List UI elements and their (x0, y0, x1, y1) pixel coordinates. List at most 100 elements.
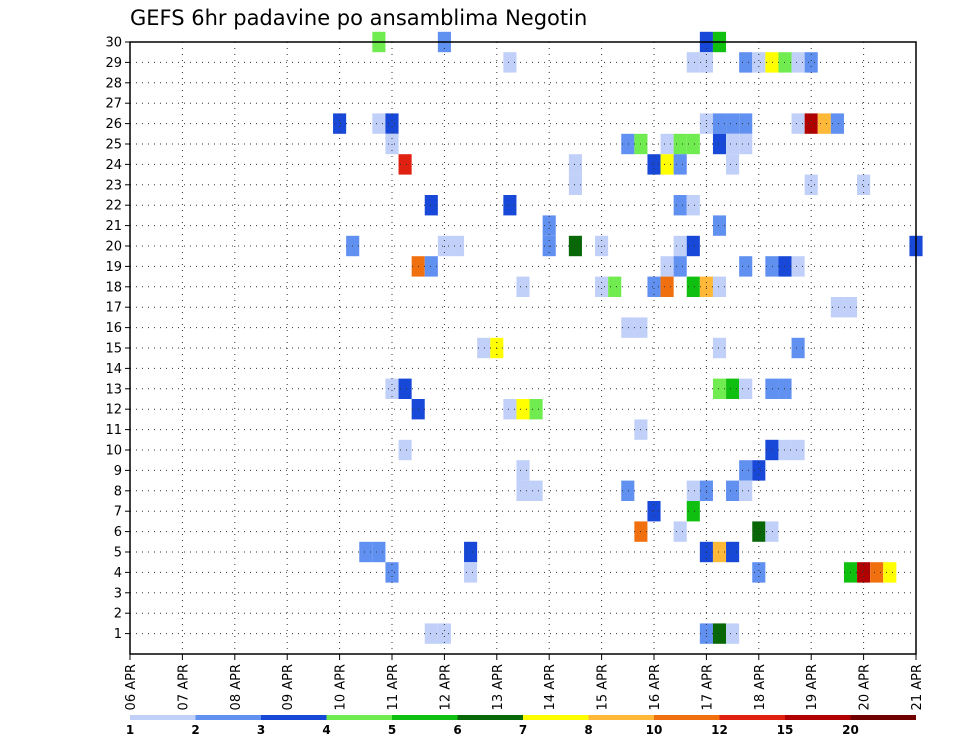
y-tick-label: 12 (105, 403, 122, 418)
cell (647, 154, 661, 175)
x-tick-label: 08 APR (229, 664, 244, 710)
x-tick-label: 12 APR (438, 664, 453, 710)
legend-swatch (326, 715, 392, 720)
cells-layer (333, 31, 923, 644)
legend-label: 5 (388, 723, 396, 737)
cell (830, 297, 844, 318)
cell (621, 317, 635, 338)
cell (477, 337, 491, 359)
legend-label: 2 (191, 723, 199, 737)
y-tick-label: 16 (105, 321, 122, 336)
x-tick-label: 07 APR (176, 664, 191, 710)
chart-title: GEFS 6hr padavine po ansamblima Negotin (130, 6, 587, 30)
legend-swatch (523, 715, 589, 720)
y-tick-label: 4 (114, 566, 122, 581)
legend-label: 7 (519, 723, 527, 737)
cell (673, 256, 687, 277)
cell (765, 439, 779, 461)
cell (817, 113, 831, 134)
cell (516, 399, 530, 420)
y-tick-label: 6 (114, 525, 122, 540)
cell (450, 235, 465, 257)
cell (830, 113, 844, 134)
cell (712, 215, 727, 236)
x-tick-label: 11 APR (386, 664, 401, 710)
cell (739, 52, 753, 73)
y-tick-label: 29 (105, 56, 122, 71)
y-tick-label: 3 (114, 586, 122, 601)
cell (660, 154, 674, 175)
cell (660, 276, 674, 297)
cell (765, 52, 779, 73)
cell (726, 480, 740, 501)
x-axis: 06 APR 07 APR 08 APR 09 APR 10 APR 11 APR 12 A… (124, 654, 925, 710)
x-tick-label: 16 APR (648, 664, 663, 710)
cell (437, 623, 451, 644)
cell (385, 378, 399, 399)
cell (791, 52, 805, 73)
x-tick-label: 15 APR (596, 664, 611, 710)
cell (529, 399, 543, 420)
cell (712, 337, 727, 359)
cell (791, 337, 805, 359)
cell (516, 460, 530, 481)
y-tick-label: 14 (105, 362, 122, 377)
cell (765, 521, 779, 542)
cell (686, 195, 700, 216)
y-tick-label: 5 (114, 546, 122, 561)
cell (726, 133, 740, 155)
cell (726, 623, 740, 644)
cell (883, 562, 897, 583)
cell (516, 480, 530, 501)
x-tick-label: 20 APR (858, 664, 873, 710)
cell (568, 235, 582, 257)
legend-swatch (392, 715, 458, 720)
y-tick-label: 18 (105, 280, 122, 295)
cell (686, 501, 700, 522)
cell (791, 439, 805, 461)
cell (464, 541, 478, 563)
cell (712, 276, 727, 297)
cell (686, 52, 700, 73)
y-tick-label: 21 (105, 219, 122, 234)
y-tick-label: 8 (114, 484, 122, 499)
cell (359, 541, 373, 563)
cell (752, 460, 766, 481)
x-tick-label: 09 APR (281, 664, 296, 710)
y-tick-label: 28 (105, 76, 122, 91)
cell (503, 195, 517, 216)
cell (712, 378, 727, 399)
cell (686, 276, 700, 297)
legend-label: 15 (777, 723, 794, 737)
x-tick-label: 14 APR (543, 664, 558, 710)
cell (372, 541, 386, 563)
cell (595, 276, 609, 297)
cell (398, 439, 412, 461)
cell (503, 399, 517, 420)
cell (857, 174, 871, 195)
cell (739, 113, 753, 134)
cell (333, 113, 347, 134)
y-tick-label: 13 (105, 382, 122, 397)
y-tick-label: 22 (105, 199, 122, 214)
cell (739, 378, 753, 399)
y-tick-label: 19 (105, 260, 122, 275)
cell (673, 133, 687, 155)
cell (726, 113, 740, 134)
cell (712, 133, 727, 155)
y-tick-label: 1 (114, 627, 122, 642)
legend-label: 1 (126, 723, 134, 737)
cell (568, 154, 582, 175)
y-tick-label: 17 (105, 301, 122, 316)
cell (542, 215, 556, 236)
legend-label: 6 (453, 723, 461, 737)
y-tick-label: 2 (114, 607, 122, 622)
y-tick-label: 7 (114, 505, 122, 520)
cell (529, 480, 543, 501)
y-tick-label: 23 (105, 178, 122, 193)
cell (424, 195, 438, 216)
cell (857, 562, 871, 583)
cell (791, 256, 805, 277)
cell (424, 623, 438, 644)
